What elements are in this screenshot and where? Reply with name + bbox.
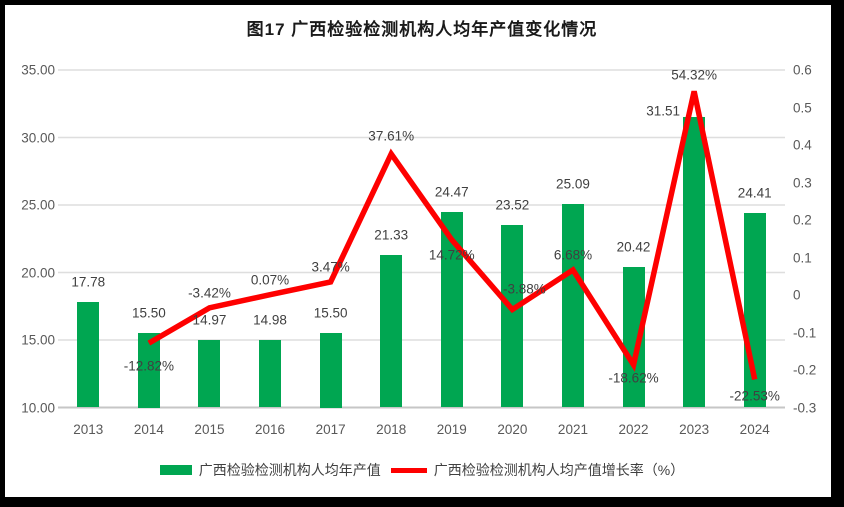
growth-label-2017: 3.47% [311, 259, 350, 275]
left-axis-tick-30.00: 30.00 [21, 130, 55, 145]
bar-value-label-2020: 23.52 [495, 197, 530, 213]
left-axis-tick-20.00: 20.00 [21, 265, 55, 280]
line-series-legend-label: 广西检验检测机构人均产值增长率（%） [433, 462, 685, 478]
bar-value-label-2022: 20.42 [616, 239, 651, 255]
right-axis-tick-0.5: 0.5 [793, 100, 812, 115]
bar-value-label-2017: 15.50 [313, 305, 348, 321]
bar-2013 [77, 302, 100, 408]
bar-value-label-2019: 24.47 [434, 184, 469, 200]
growth-label-2015: -3.42% [188, 285, 231, 301]
bar-2019 [440, 212, 463, 408]
bar-2014 [137, 333, 160, 408]
x-axis-label-2016: 2016 [255, 422, 286, 437]
right-axis-tick-0.3: 0.3 [793, 175, 812, 190]
x-axis-label-2022: 2022 [618, 422, 649, 437]
left-axis-tick-15.00: 15.00 [21, 332, 55, 348]
right-axis-tick-0.1: 0.1 [793, 250, 812, 265]
bar-2015 [198, 340, 221, 408]
bar-value-label-2016: 14.98 [253, 312, 287, 328]
right-axis-tick--0.3: -0.3 [793, 400, 817, 415]
growth-line [147, 90, 758, 381]
x-axis-label-2021: 2021 [557, 422, 588, 437]
bar-value-label-2024: 24.41 [737, 185, 772, 201]
x-axis-label-2018: 2018 [376, 422, 407, 437]
growth-label-2019: 14.72% [428, 247, 475, 263]
bar-2021 [561, 203, 584, 408]
right-axis-tick--0.2: -0.2 [793, 362, 817, 378]
bar-value-label-2023: 31.51 [646, 103, 681, 119]
right-axis-tick--0.1: -0.1 [793, 325, 817, 340]
bar-value-label-2013: 17.78 [71, 274, 106, 290]
x-axis-label-2024: 2024 [739, 422, 770, 437]
bar-series-legend-label: 广西检验检测机构人均年产值 [198, 462, 381, 478]
x-axis-label-2019: 2019 [436, 422, 467, 437]
left-axis-tick-35.00: 35.00 [21, 62, 55, 78]
x-axis-label-2015: 2015 [194, 422, 225, 437]
chart-title: 图17 广西检验检测机构人均年产值变化情况 [246, 20, 598, 39]
growth-label-2014: -12.82% [123, 358, 175, 374]
growth-label-2024: -22.53% [729, 388, 780, 404]
bar-2016 [259, 340, 282, 408]
growth-label-2016: 0.07% [250, 272, 290, 288]
growth-label-2018: 37.61% [368, 128, 415, 144]
left-axis-tick-25.00: 25.00 [21, 197, 55, 213]
bar-series-legend-swatch [159, 465, 192, 475]
growth-label-2021: 6.68% [553, 247, 593, 263]
growth-label-2023: 54.32% [671, 67, 718, 83]
growth-label-2022: -18.62% [608, 370, 659, 386]
x-axis-label-2023: 2023 [679, 422, 710, 437]
x-axis-label-2014: 2014 [133, 422, 164, 437]
x-axis-label-2020: 2020 [497, 422, 528, 437]
right-axis-tick-0.6: 0.6 [793, 62, 812, 78]
frame-border-top [0, 0, 844, 5]
left-axis-tick-10.00: 10.00 [21, 400, 55, 415]
frame-border-right [831, 0, 844, 507]
x-axis-label-2013: 2013 [73, 422, 104, 437]
line-series-legend-swatch [390, 467, 427, 473]
bar-2022 [622, 266, 645, 408]
bar-value-label-2021: 25.09 [556, 176, 590, 192]
x-axis-label-2017: 2017 [315, 422, 346, 437]
bar-2017 [319, 333, 342, 408]
growth-label-2020: -3.88% [502, 281, 546, 297]
bar-value-label-2014: 15.50 [131, 305, 166, 321]
bar-2020 [501, 224, 524, 408]
bar-2023 [683, 117, 706, 408]
right-axis-tick-0: 0 [793, 287, 801, 303]
right-axis-tick-0.4: 0.4 [793, 137, 812, 153]
bar-value-label-2015: 14.97 [192, 312, 227, 328]
frame-border-bottom [0, 497, 844, 507]
frame-border-left [0, 0, 5, 507]
bar-value-label-2018: 21.33 [374, 227, 409, 243]
legend: 广西检验检测机构人均年产值 广西检验检测机构人均产值增长率（%） [0, 462, 844, 478]
right-axis-tick-0.2: 0.2 [793, 212, 812, 228]
bar-2018 [380, 254, 403, 408]
